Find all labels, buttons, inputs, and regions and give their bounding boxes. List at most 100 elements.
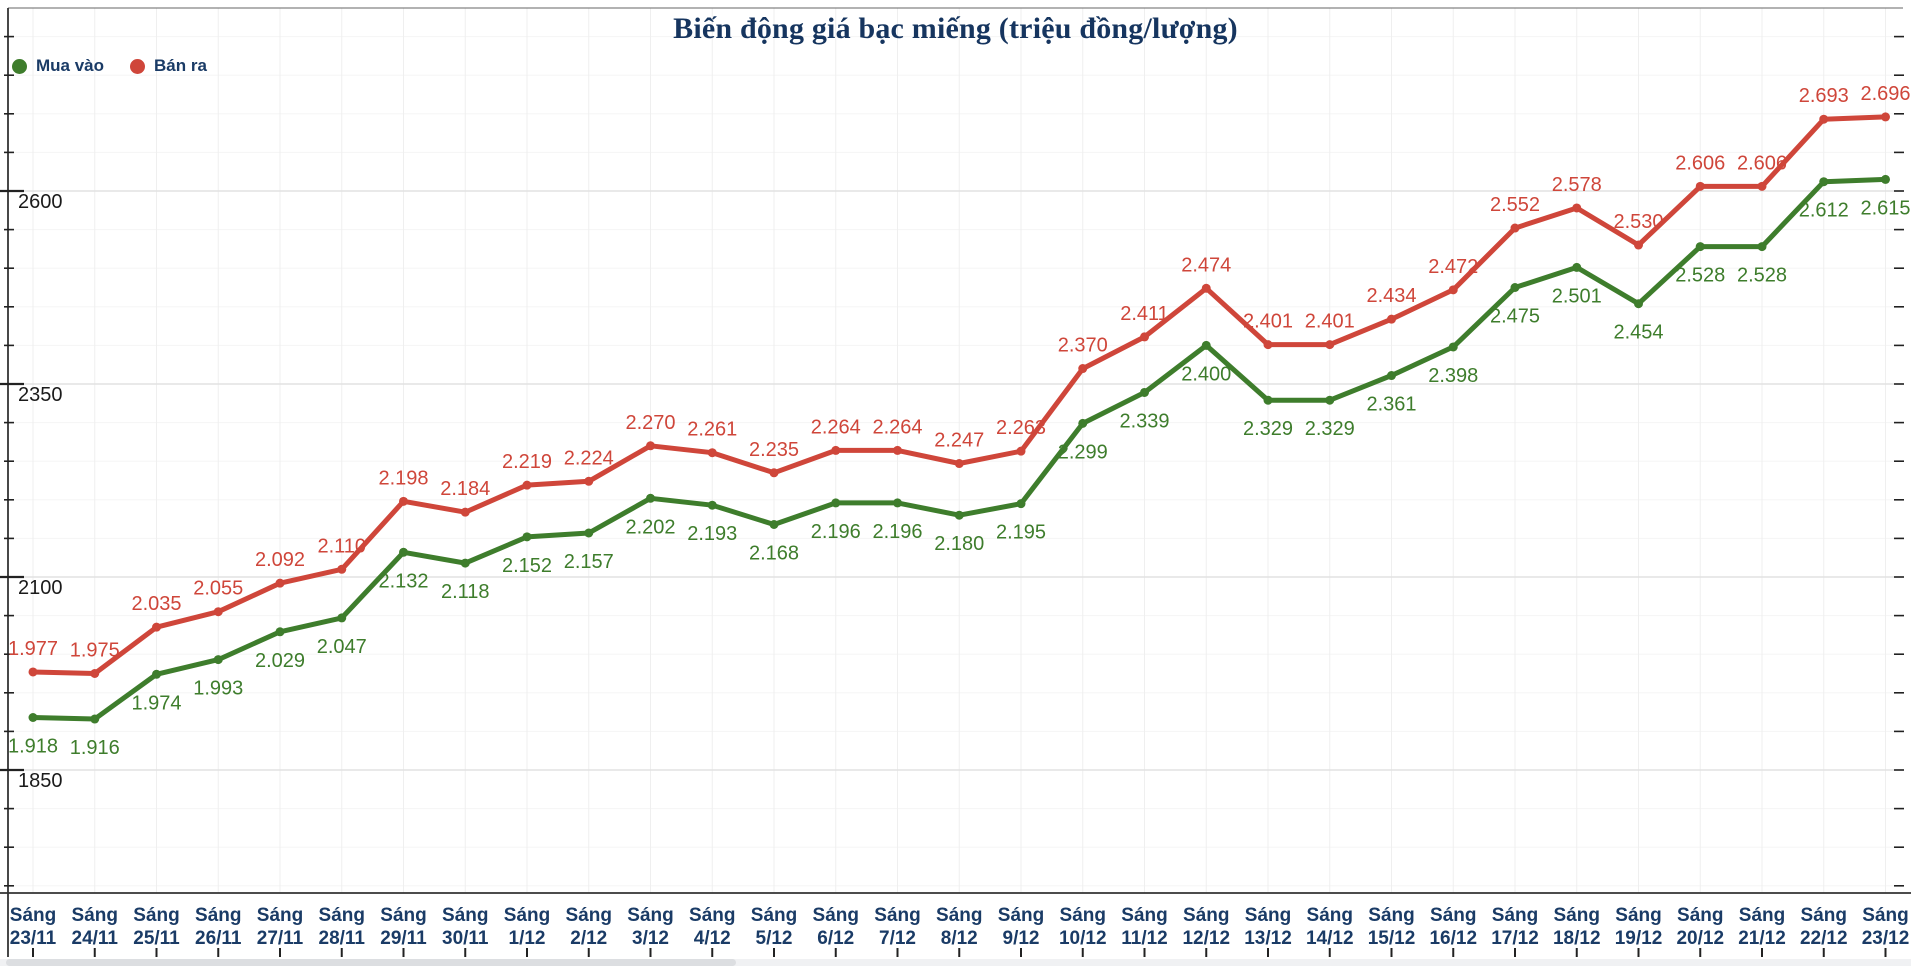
legend-label-ban-ra: Bán ra [154,56,207,75]
chart-scrollbar-track [0,959,1911,966]
x-axis-label: Sáng 20/12 [1676,905,1724,949]
data-label: 2.264 [872,416,922,438]
data-label: 2.411 [1120,303,1169,325]
y-axis-label: 2600 [18,191,63,213]
data-label: 2.193 [687,523,737,545]
data-label: 2.168 [749,543,799,565]
data-label: 2.434 [1366,285,1416,307]
data-label: 2.263 [996,417,1046,439]
data-label: 1.975 [70,640,120,662]
data-point [1078,418,1088,428]
x-axis-label: Sáng 23/12 [1862,905,1910,949]
data-label: 1.918 [8,736,58,758]
data-point [1634,240,1643,250]
x-axis-label: Sáng 15/12 [1368,905,1416,949]
data-label: 2.400 [1181,363,1231,385]
data-point [152,669,161,679]
x-axis-label: Sáng 6/12 [813,905,859,949]
data-point [1819,114,1829,124]
data-label: 2.398 [1428,365,1478,387]
legend-item-ban-ra[interactable]: Bán ra [130,56,207,76]
x-axis-label: Sáng 22/12 [1800,905,1848,949]
data-point [460,558,470,568]
data-point [1263,340,1273,350]
chart-legend: Mua vào Bán ra [12,56,207,76]
data-point [1016,446,1026,456]
legend-dot-green-icon [12,58,27,74]
data-point [769,520,779,530]
data-point [1881,174,1890,184]
data-point [522,532,532,542]
x-axis-label: Sáng 12/12 [1182,905,1230,949]
data-label: 2.035 [131,593,181,615]
data-label: 2.092 [255,549,305,571]
data-label: 2.528 [1737,265,1787,287]
data-label: 2.196 [811,521,861,543]
data-point [1695,181,1705,191]
data-label: 2.198 [378,467,428,489]
y-axis-label: 2350 [18,384,63,406]
data-point [213,607,223,617]
data-label: 2.157 [564,551,614,573]
data-label: 2.696 [1860,83,1910,105]
data-label: 2.118 [441,581,490,603]
data-point [954,510,964,520]
data-label: 2.454 [1613,322,1663,344]
data-label: 2.606 [1675,152,1725,174]
data-label: 2.029 [255,650,305,672]
x-axis-label: Sáng 24/11 [72,905,119,949]
x-axis-label: Sáng 25/11 [133,905,180,949]
data-point [275,578,285,588]
data-point [1325,395,1335,405]
data-label: 2.615 [1860,197,1910,219]
data-point [1325,340,1335,350]
data-label: 2.501 [1552,285,1602,307]
data-label: 2.472 [1428,256,1478,278]
x-axis-label: Sáng 30/11 [442,905,489,949]
data-point [646,441,655,451]
x-axis-label: Sáng 29/11 [380,905,427,949]
data-label: 2.329 [1243,418,1293,440]
data-label: 2.578 [1552,174,1602,196]
x-axis-label: Sáng 16/12 [1429,905,1477,949]
chart-scrollbar-thumb[interactable] [6,959,736,966]
data-point [1819,177,1829,187]
data-label: 2.152 [502,555,552,577]
x-axis-label: Sáng 3/12 [627,905,673,949]
data-point [1201,340,1211,350]
x-axis-label: Sáng 23/11 [10,905,57,949]
x-axis-label: Sáng 13/12 [1244,905,1292,949]
data-point [1140,387,1149,397]
data-point [337,564,347,574]
data-label: 2.219 [502,451,552,473]
y-axis-label: 1850 [18,770,63,792]
x-axis-label: Sáng 28/11 [319,905,366,949]
data-label: 2.196 [872,521,922,543]
legend-dot-red-icon [130,58,146,74]
x-axis-label: Sáng 27/11 [257,905,304,949]
data-point [1448,342,1458,352]
data-label: 2.552 [1490,194,1540,216]
data-label: 2.195 [996,522,1046,544]
x-axis-label: Sáng 10/12 [1059,905,1107,949]
data-label: 2.202 [625,516,675,538]
legend-item-mua-vao[interactable]: Mua vào [12,56,104,76]
data-point [1078,364,1088,374]
data-label: 2.180 [934,533,984,555]
data-point [1387,371,1396,381]
x-axis-label: Sáng 14/12 [1306,905,1354,949]
data-point [28,667,38,677]
data-point [831,498,841,508]
data-point [1510,223,1520,233]
data-point [1881,112,1890,122]
x-axis-label: Sáng 9/12 [998,905,1044,949]
data-label: 2.339 [1119,410,1169,432]
data-label: 2.693 [1799,85,1849,107]
data-point [707,500,717,510]
y-axis-label: 2100 [18,577,63,599]
data-label: 1.977 [8,638,58,660]
x-axis-label: Sáng 5/12 [751,905,797,949]
data-point [90,669,100,678]
